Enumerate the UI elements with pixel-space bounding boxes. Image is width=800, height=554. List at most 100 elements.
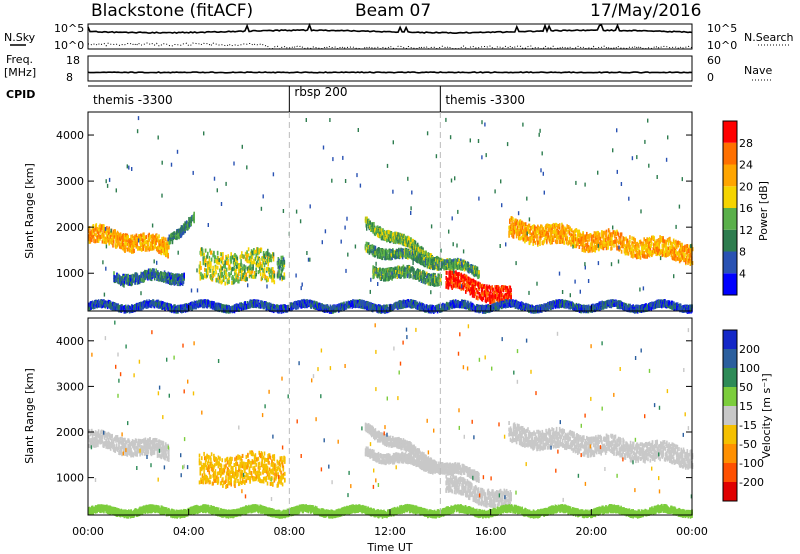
scatter-cell [591, 234, 593, 239]
scatter-cell [114, 231, 116, 236]
scatter-cell [248, 268, 251, 273]
scatter-cell [127, 273, 130, 278]
scatter-cell [199, 261, 202, 266]
scatter-cell [106, 226, 108, 231]
scatter-cell [398, 269, 401, 273]
scatter-cell [487, 291, 490, 296]
scatter-cell [474, 292, 477, 297]
scatter-cell [634, 253, 636, 258]
scatter-cell [604, 238, 607, 242]
scatter-cell [519, 236, 522, 241]
scatter-cell [95, 223, 98, 228]
scatter-cell [657, 242, 659, 247]
scatter-cell [651, 241, 653, 246]
scatter-cell [271, 270, 273, 275]
scatter-cell [521, 235, 523, 240]
scatter-cell [379, 268, 381, 273]
scatter-cell [455, 284, 457, 289]
scatter-cell [153, 268, 155, 273]
scatter-cell [521, 230, 523, 235]
scatter-cell [364, 218, 367, 223]
scatter-cell [564, 236, 567, 241]
scatter-cell [401, 233, 404, 238]
scatter-cell [89, 233, 92, 238]
scatter-cell [165, 253, 168, 258]
scatter-cell [256, 251, 259, 256]
scatter-cell [670, 248, 673, 253]
scatter-cell [403, 267, 405, 272]
scatter-cell [615, 243, 618, 248]
scatter-cell [465, 289, 467, 294]
scatter-cell [570, 233, 573, 238]
scatter-cell [206, 254, 208, 259]
scatter-cell [591, 242, 593, 247]
scatter-cell [112, 243, 114, 248]
scatter-cell [595, 246, 598, 251]
scatter-cell [224, 264, 226, 269]
scatter-cell [125, 241, 128, 246]
scatter-cell [104, 236, 107, 241]
scatter-cell [272, 267, 274, 271]
scatter-cell [253, 248, 255, 252]
scatter-cell [226, 256, 229, 261]
scatter-cell [460, 258, 462, 263]
scatter-cell [235, 272, 238, 277]
scatter-cell [633, 244, 636, 249]
scatter-cell [401, 241, 404, 246]
scatter-cell [207, 261, 210, 266]
scatter-cell [108, 228, 110, 233]
freq-bottom-tick: 8 [66, 71, 73, 84]
scatter-cell [649, 246, 652, 251]
scatter-cell [427, 278, 430, 283]
scatter-cell [241, 273, 243, 278]
scatter-cell [608, 230, 611, 235]
scatter-cell [401, 252, 404, 257]
scatter-cell [218, 258, 220, 263]
scatter-cell [478, 274, 480, 279]
scatter-cell [140, 247, 143, 252]
scatter-cell [396, 269, 399, 274]
scatter-cell [118, 233, 120, 238]
scatter-cell [235, 267, 238, 272]
scatter-cell [545, 236, 547, 241]
scatter-cell [664, 249, 667, 254]
scatter-cell [154, 237, 156, 242]
scatter-cell [620, 238, 622, 243]
scatter-cell [550, 224, 553, 229]
scatter-cell [562, 230, 565, 235]
scatter-cell [534, 240, 537, 245]
scatter-cell [593, 247, 596, 252]
scatter-cell [255, 272, 257, 277]
scatter-cell [483, 284, 486, 289]
scatter-cell [584, 248, 587, 253]
scatter-cell [429, 282, 432, 287]
scatter-cell [558, 224, 560, 229]
scatter-cell [365, 248, 368, 253]
scatter-cell [204, 262, 207, 267]
scatter-cell [250, 267, 253, 271]
scatter-cell [282, 265, 285, 270]
frequency-panel: 18 8 60 0 Freq. [MHz] Nave [4, 53, 772, 84]
scatter-cell [600, 244, 602, 249]
nsearch-label: N.Search [744, 31, 794, 44]
scatter-cell [259, 272, 262, 277]
scatter-cell [435, 261, 438, 266]
scatter-cell [656, 239, 658, 243]
scatter-cell [88, 228, 90, 233]
scatter-cell [441, 261, 444, 266]
scatter-cell [589, 242, 592, 247]
scatter-cell [602, 233, 605, 238]
scatter-cell [395, 266, 397, 271]
scatter-cell [592, 239, 595, 244]
scatter-cell [480, 292, 483, 297]
scatter-cell [404, 267, 407, 272]
scatter-cell [404, 240, 407, 245]
scatter-cell [244, 265, 247, 270]
scatter-cell [632, 249, 634, 254]
scatter-cell [109, 304, 111, 309]
scatter-cell [282, 275, 284, 280]
scatter-cell [676, 240, 679, 245]
scatter-cell [603, 237, 605, 242]
scatter-cell [213, 259, 216, 264]
